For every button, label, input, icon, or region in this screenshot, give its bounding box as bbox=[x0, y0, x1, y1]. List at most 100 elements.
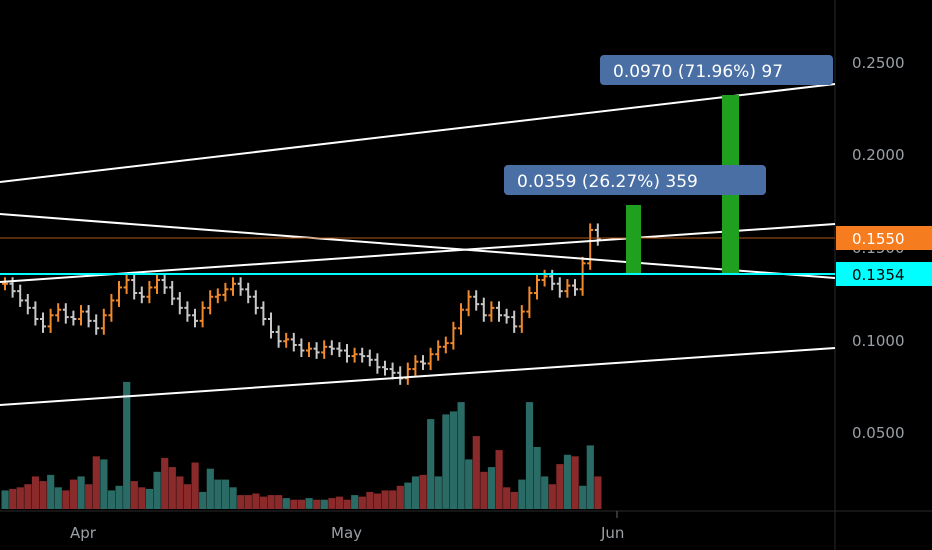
volume-bar bbox=[594, 476, 602, 509]
volume-bar bbox=[39, 481, 47, 509]
volume-bar bbox=[396, 485, 404, 510]
volume-bar bbox=[100, 459, 108, 509]
volume-bar bbox=[480, 471, 488, 509]
ohlc-bar bbox=[321, 340, 328, 359]
ohlc-bar bbox=[404, 362, 411, 385]
ohlc-bar bbox=[93, 314, 100, 335]
ohlc-bar bbox=[214, 288, 221, 304]
volume-bar bbox=[47, 474, 55, 509]
upper-channel-line bbox=[0, 83, 836, 183]
volume-bar bbox=[320, 499, 328, 509]
volume-bar bbox=[92, 456, 100, 509]
volume-bar bbox=[503, 487, 511, 509]
ohlc-bar bbox=[556, 277, 563, 298]
volume-bar bbox=[252, 493, 260, 509]
volume-bar bbox=[107, 490, 116, 509]
volume-bar bbox=[427, 419, 435, 509]
y-tick-label: 0.0500 bbox=[852, 424, 905, 442]
volume-bar bbox=[183, 484, 192, 509]
ohlc-bar bbox=[298, 338, 305, 358]
projection-bar-small bbox=[626, 205, 641, 273]
volume-bar bbox=[69, 479, 78, 509]
ohlc-bar bbox=[184, 301, 191, 322]
ohlc-bar bbox=[62, 303, 69, 324]
volume-bar bbox=[54, 487, 62, 509]
ohlc-bar bbox=[503, 308, 510, 324]
ohlc-bar bbox=[366, 349, 373, 367]
ohlc-bar bbox=[420, 355, 426, 371]
volume-bar bbox=[161, 457, 169, 510]
volume-bar bbox=[123, 381, 131, 509]
ohlc-bar bbox=[161, 273, 168, 294]
ohlc-bar bbox=[230, 277, 236, 296]
ohlc-bar bbox=[427, 347, 434, 371]
ohlc-bar bbox=[306, 342, 312, 358]
x-tick-label: Jun bbox=[600, 524, 624, 542]
ohlc-bar bbox=[268, 312, 274, 339]
volume-bar bbox=[31, 476, 40, 509]
volume-bar bbox=[244, 495, 252, 509]
ohlc-bar bbox=[328, 340, 335, 356]
volume-bar bbox=[518, 479, 526, 509]
ohlc-bar bbox=[488, 301, 495, 322]
volume-bar bbox=[297, 499, 306, 509]
ohlc-bar bbox=[138, 286, 145, 304]
ohlc-bar bbox=[169, 280, 176, 306]
ohlc-bar bbox=[313, 342, 320, 359]
lower-channel-line bbox=[0, 347, 836, 406]
volume-bars bbox=[1, 381, 602, 510]
measure-label-large-text: 0.0970 (71.96%) 97 bbox=[613, 62, 783, 82]
x-tick-label: Apr bbox=[70, 524, 97, 542]
volume-bar bbox=[389, 490, 397, 509]
ohlc-bar bbox=[108, 293, 115, 322]
ohlc-bar bbox=[359, 347, 366, 363]
volume-bar bbox=[221, 479, 230, 509]
volume-bar bbox=[541, 476, 549, 509]
ohlc-bar bbox=[541, 269, 548, 287]
ohlc-bar bbox=[85, 305, 92, 328]
ohlc-bar bbox=[450, 321, 457, 350]
volume-bar bbox=[176, 476, 184, 509]
ohlc-bar bbox=[579, 256, 586, 296]
ohlc-bar bbox=[100, 308, 107, 335]
volume-bar bbox=[381, 490, 389, 509]
volume-bar bbox=[237, 495, 245, 509]
volume-bar bbox=[351, 495, 359, 509]
volume-bar bbox=[563, 454, 572, 510]
ohlc-bar bbox=[458, 303, 464, 335]
ohlc-bar bbox=[55, 303, 62, 322]
volume-bar bbox=[267, 495, 275, 509]
volume-bar bbox=[510, 491, 518, 509]
ohlc-bar bbox=[442, 336, 449, 354]
x-tick-label: May bbox=[331, 524, 362, 542]
ohlc-bar bbox=[131, 273, 138, 300]
support-price-badge-text: 0.1354 bbox=[852, 266, 905, 284]
volume-bar bbox=[548, 484, 556, 509]
volume-bar bbox=[442, 414, 450, 509]
ohlc-bar bbox=[17, 284, 24, 307]
y-tick-label: 0.1000 bbox=[852, 332, 905, 350]
ohlc-bar bbox=[473, 290, 480, 311]
ohlc-bar bbox=[24, 293, 31, 315]
ohlc-bar bbox=[534, 273, 540, 300]
ohlc-bar bbox=[154, 273, 160, 294]
ohlc-bar bbox=[435, 340, 442, 361]
volume-bar bbox=[259, 496, 268, 509]
volume-bar bbox=[366, 491, 374, 509]
volume-bar bbox=[138, 487, 146, 509]
ohlc-bar bbox=[526, 286, 533, 319]
volume-bar bbox=[343, 499, 351, 509]
volume-bar bbox=[62, 490, 70, 509]
ohlc-bar bbox=[351, 347, 358, 363]
volume-bar bbox=[525, 402, 534, 510]
ohlc-bar bbox=[222, 282, 229, 302]
volume-bar bbox=[199, 491, 207, 509]
ohlc-bar bbox=[283, 332, 290, 348]
volume-bar bbox=[404, 482, 412, 509]
volume-bar bbox=[556, 464, 564, 510]
y-tick-label: 0.2500 bbox=[852, 54, 905, 72]
volume-bar bbox=[191, 462, 199, 509]
volume-bar bbox=[358, 496, 366, 509]
ohlc-bar bbox=[70, 310, 77, 326]
volume-bar bbox=[487, 467, 496, 509]
